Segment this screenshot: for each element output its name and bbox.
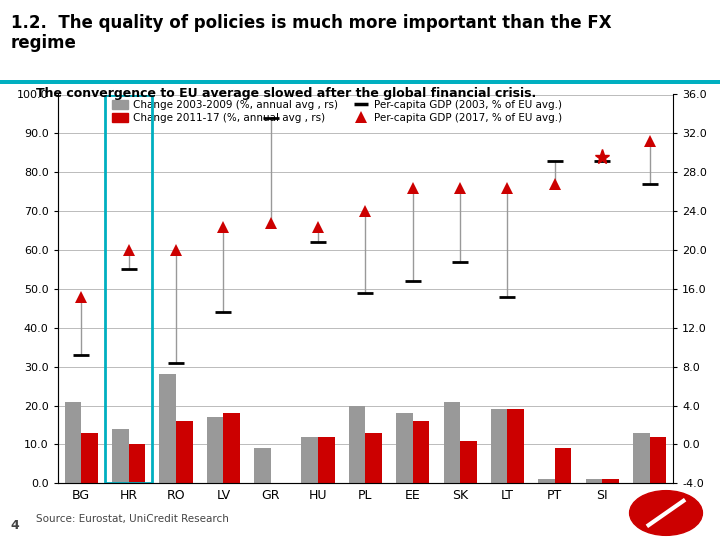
Bar: [81, 433, 98, 483]
Bar: [318, 437, 335, 483]
Bar: [65, 402, 81, 483]
Bar: [539, 480, 555, 483]
Bar: [508, 409, 524, 483]
Bar: [207, 417, 223, 483]
Bar: [271, 483, 287, 510]
Bar: [365, 433, 382, 483]
Bar: [129, 444, 145, 483]
Bar: [555, 448, 572, 483]
Text: Source: Eurostat, UniCredit Research: Source: Eurostat, UniCredit Research: [36, 514, 229, 524]
Bar: [176, 421, 192, 483]
Bar: [159, 374, 176, 483]
Bar: [348, 406, 365, 483]
Circle shape: [629, 491, 703, 535]
Text: The convergence to EU average slowed after the global financial crisis.: The convergence to EU average slowed aft…: [36, 87, 536, 100]
Bar: [460, 441, 477, 483]
Bar: [396, 413, 413, 483]
Bar: [302, 437, 318, 483]
Bar: [112, 429, 129, 483]
Bar: [444, 402, 460, 483]
Legend: Change 2003-2009 (%, annual avg , rs), Change 2011-17 (%, annual avg , rs), Per-: Change 2003-2009 (%, annual avg , rs), C…: [112, 100, 562, 123]
Bar: [602, 480, 618, 483]
Bar: [413, 421, 429, 483]
Bar: [585, 480, 602, 483]
Bar: [649, 437, 666, 483]
Bar: [105, 94, 153, 483]
Bar: [491, 409, 508, 483]
Bar: [223, 413, 240, 483]
Text: 1.2.  The quality of policies is much more important than the FX
regime: 1.2. The quality of policies is much mor…: [11, 14, 611, 52]
Bar: [633, 433, 649, 483]
Text: 4: 4: [11, 519, 19, 532]
Bar: [254, 448, 271, 483]
